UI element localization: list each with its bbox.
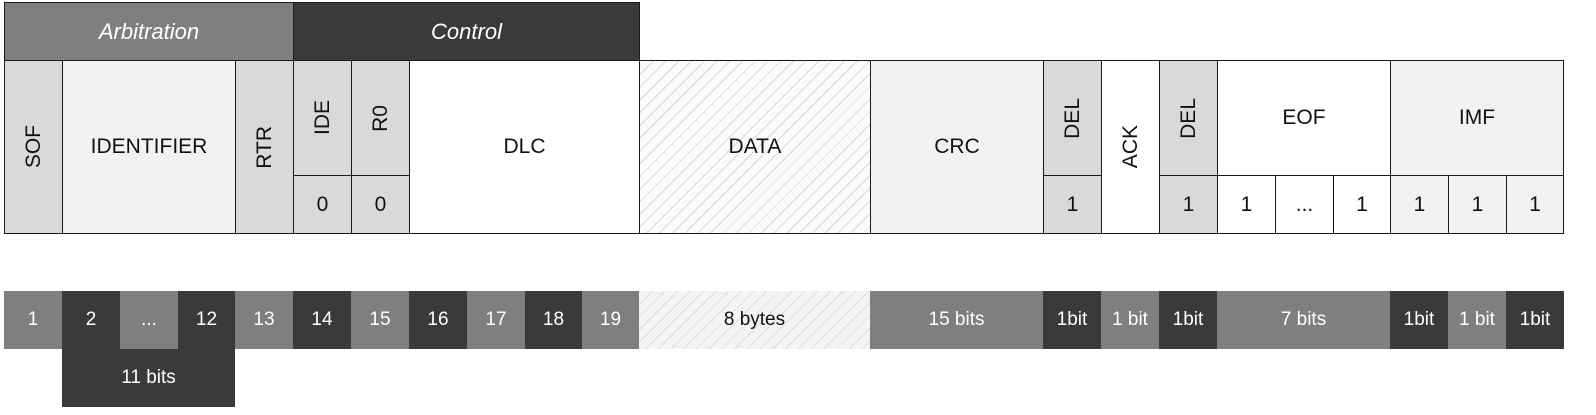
ack-delimiter-label: DEL <box>1176 97 1200 139</box>
bit-2: 2 <box>62 291 120 349</box>
identifier-size-label: 11 bits <box>121 367 176 388</box>
identifier-field: IDENTIFIER <box>62 60 236 234</box>
imf-bit-2-size-label: 1 bit <box>1459 309 1495 330</box>
imf-value-2: 1 <box>1448 175 1507 234</box>
crc-label: CRC <box>934 135 980 158</box>
imf-value-1: 1 <box>1390 175 1449 234</box>
crc-delimiter-value-text: 1 <box>1066 192 1079 216</box>
r0-label: R0 <box>368 104 392 132</box>
r0-value-text: 0 <box>374 192 387 216</box>
imf-value-1-text: 1 <box>1413 192 1426 216</box>
eof-value-1: 1 <box>1217 175 1276 234</box>
data-label: DATA <box>728 135 782 158</box>
imf-bit-1-size: 1bit <box>1390 291 1448 349</box>
r0-value: 0 <box>351 175 410 234</box>
bit-12-label: 12 <box>195 309 218 330</box>
crc-field: CRC <box>870 60 1044 234</box>
bit-19: 19 <box>582 291 639 349</box>
control-header: Control <box>293 2 640 61</box>
bit-2-label: 2 <box>85 309 97 330</box>
arbitration-header: Arbitration <box>4 2 294 61</box>
bit-ellipsis: ... <box>120 291 178 349</box>
crc-delimiter-size: 1bit <box>1043 291 1101 349</box>
crc-delimiter-size-label: 1bit <box>1056 309 1088 330</box>
ide-value-text: 0 <box>316 192 329 216</box>
bit-13: 13 <box>235 291 293 349</box>
eof-value-2: ... <box>1275 175 1334 234</box>
data-size-label: 8 bytes <box>723 309 786 330</box>
bit-1-label: 1 <box>27 309 39 330</box>
rtr-field: RTR <box>235 60 294 234</box>
arbitration-header-label: Arbitration <box>98 18 200 44</box>
ack-label: ACK <box>1118 125 1142 169</box>
bit-15-label: 15 <box>369 309 391 330</box>
identifier-size: 11 bits <box>62 349 235 407</box>
control-header-label: Control <box>431 18 502 44</box>
ack-delimiter-value-text: 1 <box>1182 192 1195 216</box>
ide-value: 0 <box>293 175 352 234</box>
ack-delimiter-size-label: 1bit <box>1172 309 1204 330</box>
imf-field: IMF <box>1390 60 1564 176</box>
imf-value-2-text: 1 <box>1471 192 1484 216</box>
eof-value-3-text: 1 <box>1356 192 1368 216</box>
data-field: DATA <box>639 60 871 234</box>
ide-field: IDE <box>293 60 352 176</box>
eof-size: 7 bits <box>1217 291 1390 349</box>
ack-delimiter-size: 1bit <box>1159 291 1217 349</box>
r0-field: R0 <box>351 60 410 176</box>
ack-size-label: 1 bit <box>1112 309 1148 330</box>
crc-delimiter-value: 1 <box>1043 175 1102 234</box>
ack-field: ACK <box>1101 60 1160 234</box>
bit-15: 15 <box>351 291 409 349</box>
imf-value-3: 1 <box>1506 175 1564 234</box>
imf-bit-3-size: 1bit <box>1506 291 1564 349</box>
eof-label: EOF <box>1282 106 1326 129</box>
ide-label: IDE <box>310 100 334 136</box>
imf-bit-2-size: 1 bit <box>1448 291 1506 349</box>
bit-14-label: 14 <box>311 309 333 330</box>
bit-19-label: 19 <box>599 309 622 330</box>
bit-ellipsis-label: ... <box>141 309 157 330</box>
data-size: 8 bytes <box>639 291 870 349</box>
imf-label: IMF <box>1458 106 1496 129</box>
crc-size: 15 bits <box>870 291 1043 349</box>
imf-bit-1-size-label: 1bit <box>1403 309 1435 330</box>
bit-1: 1 <box>4 291 62 349</box>
bit-17: 17 <box>467 291 525 349</box>
bit-17-label: 17 <box>485 309 507 330</box>
bit-18-label: 18 <box>542 309 565 330</box>
eof-size-label: 7 bits <box>1280 309 1327 330</box>
sof-field: SOF <box>4 60 63 234</box>
crc-size-label: 15 bits <box>928 309 985 330</box>
imf-bit-3-size-label: 1bit <box>1519 309 1551 330</box>
eof-value-2-text: ... <box>1295 192 1314 216</box>
ack-delimiter-value: 1 <box>1159 175 1218 234</box>
dlc-field: DLC <box>409 60 640 234</box>
ack-size: 1 bit <box>1101 291 1159 349</box>
rtr-label: RTR <box>252 125 276 169</box>
ack-delimiter-field: DEL <box>1159 60 1218 176</box>
eof-value-3: 1 <box>1333 175 1391 234</box>
identifier-label: IDENTIFIER <box>90 135 208 158</box>
bit-16: 16 <box>409 291 467 349</box>
imf-value-3-text: 1 <box>1529 192 1541 216</box>
sof-label: SOF <box>21 125 45 169</box>
bit-18: 18 <box>525 291 582 349</box>
eof-value-1-text: 1 <box>1240 192 1253 216</box>
bit-16-label: 16 <box>427 309 449 330</box>
eof-field: EOF <box>1217 60 1391 176</box>
bit-12: 12 <box>178 291 235 349</box>
dlc-label: DLC <box>503 135 546 158</box>
bit-13-label: 13 <box>253 309 275 330</box>
crc-delimiter-label: DEL <box>1060 97 1084 139</box>
crc-delimiter-field: DEL <box>1043 60 1102 176</box>
bit-14: 14 <box>293 291 351 349</box>
